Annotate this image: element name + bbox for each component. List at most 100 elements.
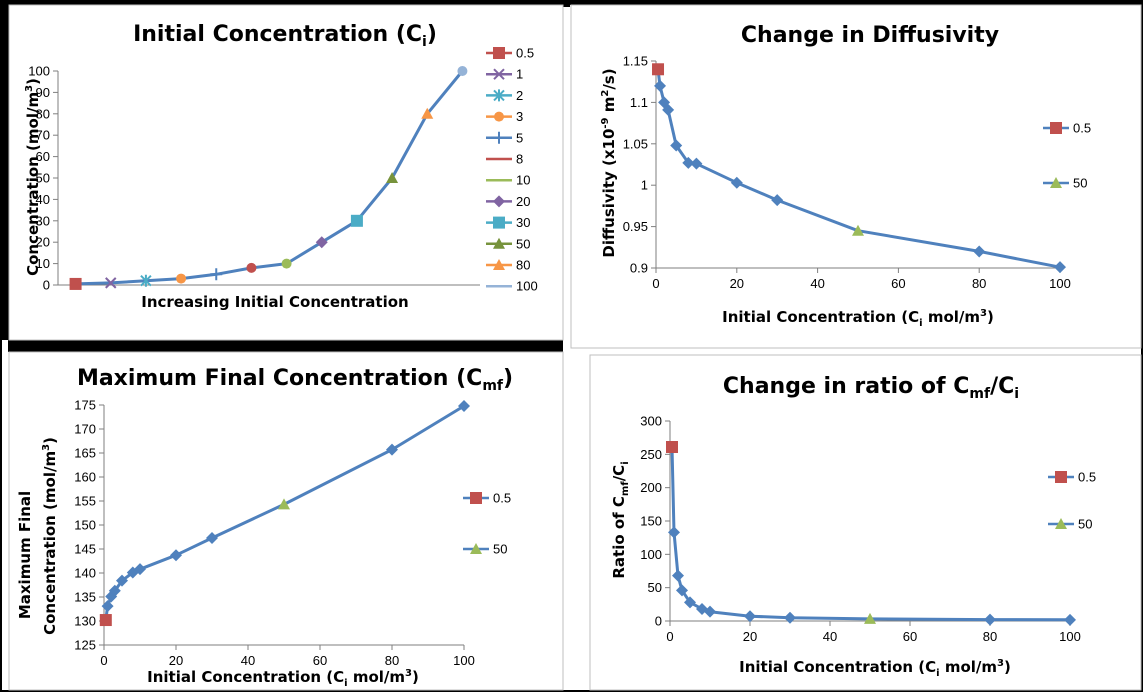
- frame-left-bar: [0, 0, 9, 340]
- y-tick-label: 145: [74, 542, 96, 557]
- legend-label: 0.5: [493, 491, 511, 506]
- y-tick-label: 1.15: [623, 54, 648, 69]
- x-axis-label: Increasing Initial Concentration: [141, 293, 408, 311]
- legend-label: 100: [516, 279, 538, 294]
- data-point-highlight: [278, 498, 290, 510]
- y-axis-label: Ratio of Cmf/Ci: [610, 461, 631, 578]
- x-tick-label: 20: [169, 653, 183, 668]
- y-tick-label: 90: [36, 85, 50, 100]
- legend-label: 0.5: [516, 46, 534, 61]
- frame-notch: [563, 0, 570, 7]
- x-tick-label: 80: [972, 276, 986, 291]
- legend-label: 3: [516, 109, 523, 124]
- y-tick-label: 0: [43, 278, 50, 293]
- data-point: [672, 569, 684, 582]
- x-tick-label: 60: [313, 653, 327, 668]
- legend-marker: [1055, 471, 1067, 483]
- data-point: [662, 103, 675, 116]
- data-point: [315, 236, 328, 249]
- data-point: [350, 214, 363, 227]
- data-point: [281, 258, 292, 269]
- legend-label: 80: [516, 258, 530, 273]
- data-point-highlight: [666, 441, 678, 453]
- data-point: [176, 273, 187, 284]
- y-axis-label: Diffusivity (x10-9 m2/s): [600, 68, 618, 257]
- data-point: [421, 107, 434, 119]
- y-tick-label: 20: [36, 235, 50, 250]
- data-point: [134, 563, 146, 576]
- chart-title: Maximum Final Concentration (Cmf): [77, 366, 513, 394]
- legend-label: 50: [516, 236, 530, 251]
- x-axis-label: Initial Concentration (Ci mol/m3): [147, 668, 419, 689]
- data-point-highlight: [852, 224, 864, 236]
- data-point: [730, 176, 743, 189]
- data-point: [206, 531, 218, 544]
- legend-label: 0.5: [1073, 121, 1091, 136]
- y-tick-label: 200: [640, 480, 662, 495]
- legend: 0.5 50: [1043, 121, 1091, 191]
- y-tick-label: 125: [74, 638, 96, 653]
- y-tick-label: 50: [648, 580, 662, 595]
- legend-marker: [470, 543, 482, 554]
- data-point: [984, 613, 996, 626]
- x-tick-label: 20: [730, 276, 744, 291]
- legend-label: 1: [516, 67, 523, 82]
- legend: 0.5 50: [463, 491, 511, 557]
- panel-diffusivity: [570, 4, 1142, 349]
- legend-marker: [493, 216, 505, 229]
- x-tick-label: 0: [666, 629, 673, 644]
- data-point: [704, 605, 716, 618]
- legend-label: 5: [516, 130, 523, 145]
- data-point-highlight: [652, 63, 665, 76]
- legend-marker: [1055, 518, 1067, 529]
- x-tick-label: 40: [823, 629, 837, 644]
- y-tick-label: 1.05: [623, 136, 648, 151]
- y-tick-label: 0.9: [630, 261, 648, 276]
- y-tick-label: 10: [36, 256, 50, 271]
- legend-label: 10: [516, 173, 530, 188]
- y-tick-label: 70: [36, 128, 50, 143]
- data-point: [654, 79, 667, 92]
- y-tick-label: 40: [36, 192, 50, 207]
- y-tick-label: 150: [640, 514, 662, 529]
- y-tick-label: 130: [74, 614, 96, 629]
- chart-initial-concentration: Initial Concentration (Ci) Concentration…: [24, 22, 538, 311]
- x-axis-label: Initial Concentration (Ci mol/m3): [739, 658, 1011, 679]
- legend-marker: [1050, 177, 1062, 188]
- legend-marker: [493, 131, 505, 144]
- panel-initial: [8, 4, 564, 341]
- data-point: [973, 245, 986, 258]
- legend-marker: [493, 47, 505, 59]
- data-point: [386, 443, 398, 456]
- y-axis-label: Concentration (mol/m3): [24, 78, 42, 276]
- y-tick-label: 300: [640, 414, 662, 429]
- legend-label: 2: [516, 88, 523, 103]
- data-point: [116, 574, 128, 587]
- y-tick-label: 1.1: [630, 95, 648, 110]
- y-tick-label: 80: [36, 106, 50, 121]
- chart-ratio: Change in ratio of Cmf/Ci Ratio of Cmf/C…: [610, 374, 1096, 679]
- y-tick-label: 150: [74, 518, 96, 533]
- y-tick-label: 170: [74, 422, 96, 437]
- series-line: [75, 70, 464, 286]
- legend-marker: [1050, 122, 1062, 134]
- y-tick-label: 100: [640, 547, 662, 562]
- chart-title: Change in ratio of Cmf/Ci: [723, 374, 1019, 402]
- y-tick-label: 30: [36, 213, 50, 228]
- data-point: [108, 584, 121, 597]
- y-tick-label: 175: [74, 398, 96, 413]
- chart-title: Change in Diffusivity: [741, 23, 999, 48]
- x-tick-label: 0: [652, 276, 659, 291]
- y-tick-label: 60: [36, 149, 50, 164]
- legend-marker: [493, 237, 505, 249]
- data-point: [676, 584, 688, 597]
- y-tick-label: 0: [655, 614, 662, 629]
- y-tick-label: 250: [640, 447, 662, 462]
- y-tick-label: 1: [641, 178, 648, 193]
- data-point: [246, 262, 257, 273]
- x-tick-label: 20: [743, 629, 757, 644]
- x-tick-label: 80: [385, 653, 399, 668]
- legend: 0.5 1 2 3 5 8 10 20 30 50 80 100: [486, 46, 538, 294]
- x-tick-label: 40: [810, 276, 824, 291]
- y-tick-label: 135: [74, 590, 96, 605]
